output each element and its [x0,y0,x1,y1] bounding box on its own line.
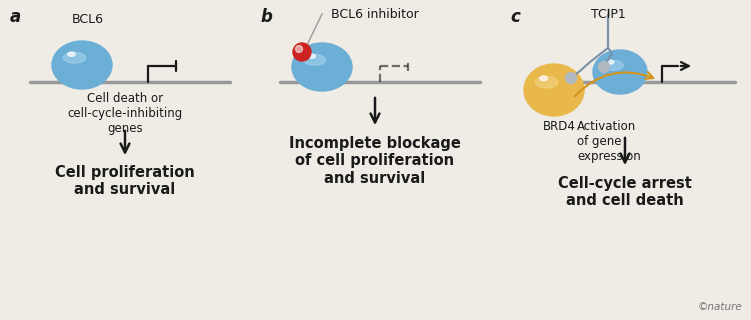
Ellipse shape [524,64,584,116]
Ellipse shape [63,52,86,63]
Text: Incomplete blockage
of cell proliferation
and survival: Incomplete blockage of cell proliferatio… [289,136,461,186]
Ellipse shape [607,60,614,64]
Text: TCIP1: TCIP1 [590,8,626,21]
Text: a: a [10,8,21,26]
Ellipse shape [593,50,647,94]
Text: BRD4: BRD4 [543,120,576,133]
Circle shape [293,43,311,61]
Text: Cell proliferation
and survival: Cell proliferation and survival [55,165,195,197]
Text: ©nature: ©nature [697,302,742,312]
Text: Activation
of gene
expression: Activation of gene expression [577,120,641,163]
Ellipse shape [308,54,315,58]
Ellipse shape [52,41,112,89]
Text: Cell death or
cell-cycle-inhibiting
genes: Cell death or cell-cycle-inhibiting gene… [68,92,182,135]
Text: Cell-cycle arrest
and cell death: Cell-cycle arrest and cell death [558,176,692,208]
Text: c: c [510,8,520,26]
Text: BCL6: BCL6 [72,13,104,26]
Circle shape [566,73,577,84]
Ellipse shape [603,60,623,70]
Ellipse shape [303,54,326,65]
Ellipse shape [68,52,75,56]
Ellipse shape [292,43,352,91]
Circle shape [599,61,610,73]
Text: BCL6 inhibitor: BCL6 inhibitor [331,8,419,21]
Ellipse shape [540,76,547,81]
Text: b: b [260,8,272,26]
Circle shape [295,45,303,52]
Ellipse shape [535,76,558,88]
